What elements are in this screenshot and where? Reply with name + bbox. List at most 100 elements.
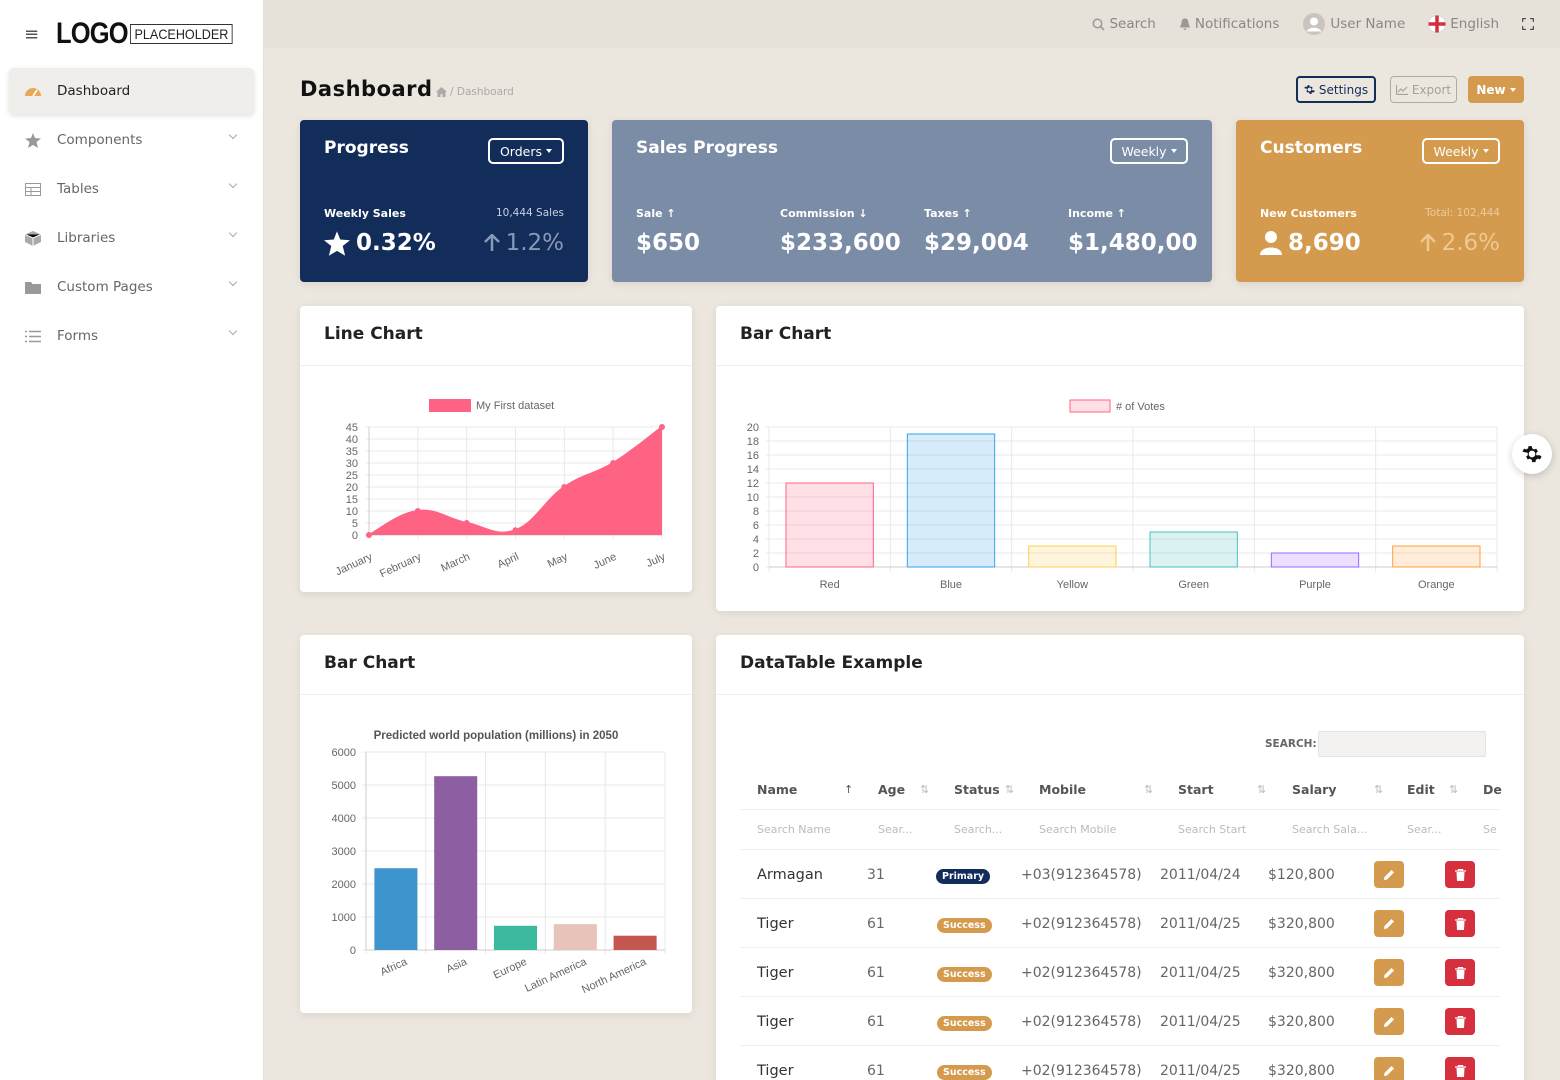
column-search-input[interactable]: Sear... xyxy=(878,823,913,836)
menu-icon[interactable]: ≡ xyxy=(24,23,40,45)
sidebar-item-custom-pages[interactable]: Custom Pages xyxy=(9,264,254,310)
sort-icon[interactable]: ⇅ xyxy=(1449,783,1459,796)
x-tick-label: Blue xyxy=(940,579,962,591)
sidebar-item-dashboard[interactable]: Dashboard xyxy=(9,68,254,114)
edit-button[interactable] xyxy=(1374,861,1404,888)
delete-button[interactable] xyxy=(1445,1057,1475,1080)
x-tick-label: Yellow xyxy=(1057,579,1088,591)
breadcrumb-current[interactable]: / Dashboard xyxy=(450,86,514,98)
column-header[interactable]: Mobile xyxy=(1039,782,1087,797)
edit-button[interactable] xyxy=(1374,1057,1404,1080)
sidebar-item-libraries[interactable]: Libraries xyxy=(9,215,254,261)
cell-start: 2011/04/25 xyxy=(1160,965,1241,981)
y-tick-label: 2 xyxy=(753,548,759,560)
data-point xyxy=(414,508,421,514)
column-search-input[interactable]: Se xyxy=(1483,823,1497,836)
sidebar-item-label: Forms xyxy=(57,328,99,344)
search-link[interactable]: Search xyxy=(1092,16,1156,32)
caret-down-icon xyxy=(1170,149,1177,153)
sidebar-item-forms[interactable]: Forms xyxy=(9,313,254,359)
sort-icon[interactable]: ⇅ xyxy=(1144,783,1154,796)
user-menu[interactable]: User Name xyxy=(1302,12,1405,36)
y-tick-label: 8 xyxy=(753,506,759,518)
settings-button[interactable]: Settings xyxy=(1296,76,1376,103)
commission-label: Commission ↓ xyxy=(780,207,868,220)
cell-salary: $120,800 xyxy=(1268,867,1335,883)
sort-icon[interactable]: ⇅ xyxy=(1257,783,1267,796)
column-search-input[interactable]: Search Sala... xyxy=(1292,823,1368,836)
gear-icon xyxy=(1522,446,1542,463)
pencil-icon xyxy=(1384,1065,1394,1076)
x-tick-label: Africa xyxy=(379,955,410,978)
delete-button[interactable] xyxy=(1445,959,1475,986)
caret-down-icon xyxy=(546,149,553,153)
sort-icon[interactable]: ⇅ xyxy=(920,783,930,796)
fullscreen-button[interactable] xyxy=(1522,18,1538,30)
legend-label: My First dataset xyxy=(476,400,554,412)
bar xyxy=(1270,552,1360,568)
new-customers-value: 8,690 xyxy=(1260,230,1361,256)
sort-asc-icon[interactable]: ↑ xyxy=(844,783,854,796)
edit-button[interactable] xyxy=(1374,910,1404,937)
sort-icon[interactable]: ⇅ xyxy=(1005,783,1015,796)
x-tick-label: Europe xyxy=(492,956,529,982)
arrow-up-icon: ↑ xyxy=(666,207,676,220)
arrow-up-icon xyxy=(1419,234,1436,251)
column-search-input[interactable]: Search Name xyxy=(757,823,831,836)
new-customers-label: New Customers xyxy=(1260,207,1357,220)
column-search-input[interactable]: Search... xyxy=(954,823,1003,836)
column-header[interactable]: Edit xyxy=(1407,782,1435,797)
column-search-input[interactable]: Sear... xyxy=(1407,823,1442,836)
status-badge-label: Success xyxy=(937,1065,992,1080)
customers-weekly-dropdown[interactable]: Weekly xyxy=(1422,138,1500,164)
orders-dropdown[interactable]: Orders xyxy=(488,138,564,164)
status-badge-label: Primary xyxy=(936,869,991,884)
y-tick-label: 10 xyxy=(747,492,759,504)
delete-button[interactable] xyxy=(1445,1008,1475,1035)
theme-settings-button[interactable] xyxy=(1512,434,1552,474)
x-tick-label: North America xyxy=(580,955,649,996)
cell-age: 61 xyxy=(867,1014,885,1030)
cell-salary: $320,800 xyxy=(1268,1014,1335,1030)
column-header[interactable]: De xyxy=(1483,782,1502,797)
export-button[interactable]: Export xyxy=(1390,76,1457,103)
column-search-input[interactable]: Search Mobile xyxy=(1039,823,1117,836)
arrow-up-icon: ↑ xyxy=(1116,207,1126,220)
edit-button[interactable] xyxy=(1374,959,1404,986)
logo-placeholder: PLACEHOLDER xyxy=(130,24,234,44)
sales-weekly-dropdown[interactable]: Weekly xyxy=(1110,138,1188,164)
delete-button[interactable] xyxy=(1445,861,1475,888)
table-search-input[interactable] xyxy=(1318,731,1486,757)
notifications-link[interactable]: Notifications xyxy=(1179,16,1279,32)
sidebar-item-components[interactable]: Components xyxy=(9,117,254,163)
new-button[interactable]: New xyxy=(1468,76,1524,103)
cell-age: 61 xyxy=(867,916,885,932)
column-header[interactable]: Name xyxy=(757,782,798,797)
language-label: English xyxy=(1450,16,1499,32)
area-fill xyxy=(369,427,662,535)
progress-title: Progress xyxy=(324,138,409,158)
status-badge: Success xyxy=(937,916,992,933)
column-header[interactable]: Age xyxy=(878,782,906,797)
column-search-input[interactable]: Search Start xyxy=(1178,823,1247,836)
sidebar-item-tables[interactable]: Tables xyxy=(9,166,254,212)
chart-title: Predicted world population (millions) in… xyxy=(374,730,619,742)
delete-button[interactable] xyxy=(1445,910,1475,937)
column-header[interactable]: Start xyxy=(1178,782,1214,797)
home-icon[interactable] xyxy=(436,87,447,97)
column-header[interactable]: Status xyxy=(954,782,1000,797)
x-tick-label: July xyxy=(644,551,667,570)
customers-card: Customers Weekly New Customers Total: 10… xyxy=(1236,120,1524,282)
sidebar-item-label: Libraries xyxy=(57,230,116,246)
sort-icon[interactable]: ⇅ xyxy=(1374,783,1384,796)
bar xyxy=(553,924,597,950)
edit-button[interactable] xyxy=(1374,1008,1404,1035)
trash-icon xyxy=(1454,1064,1466,1077)
y-tick-label: 6 xyxy=(753,520,759,532)
language-select[interactable]: English xyxy=(1428,15,1499,33)
sidebar-item-label: Tables xyxy=(57,181,99,197)
column-header[interactable]: Salary xyxy=(1292,782,1337,797)
chevron-down-icon xyxy=(228,326,238,336)
star-icon xyxy=(24,132,42,148)
